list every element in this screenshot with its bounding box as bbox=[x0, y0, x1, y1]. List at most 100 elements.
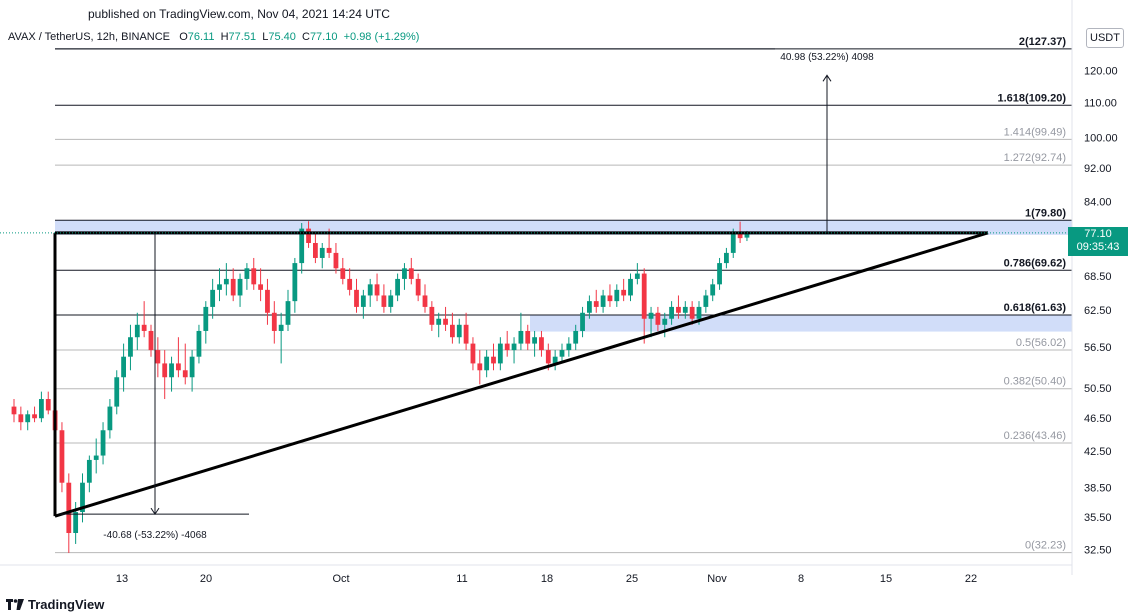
measure-up-label: 40.98 (53.22%) 4098 bbox=[780, 52, 874, 63]
candle-body bbox=[223, 278, 229, 285]
candle-body bbox=[128, 337, 133, 357]
candle-body bbox=[217, 284, 222, 290]
candle-body bbox=[381, 295, 387, 307]
candle-body bbox=[573, 330, 579, 344]
time-tick-label: 13 bbox=[116, 573, 128, 585]
candle-body bbox=[614, 289, 620, 302]
open-value: 76.11 bbox=[187, 31, 215, 43]
candle-body bbox=[511, 343, 517, 351]
time-tick-label: 8 bbox=[798, 573, 804, 585]
candle-body bbox=[134, 324, 140, 338]
measure-down-arrow bbox=[150, 507, 160, 515]
candle-body bbox=[278, 324, 284, 331]
candle-body bbox=[696, 306, 702, 319]
last-price-tag: 77.10 09:35:43 bbox=[1068, 227, 1128, 256]
candle-body bbox=[532, 337, 537, 344]
candle-body bbox=[628, 278, 633, 296]
candle-body bbox=[470, 343, 476, 364]
candle-body bbox=[155, 350, 161, 364]
candle-body bbox=[313, 242, 318, 258]
candle-body bbox=[326, 247, 332, 253]
currency-unit-button[interactable]: USDT bbox=[1086, 28, 1124, 48]
price-tick-label: 50.50 bbox=[1084, 383, 1112, 395]
price-tick-label: 56.50 bbox=[1084, 342, 1112, 354]
fib-label-6: 0.618(61.63) bbox=[1004, 302, 1067, 314]
candle-body bbox=[724, 252, 729, 264]
candle-body bbox=[45, 399, 51, 411]
candle-body bbox=[593, 301, 599, 307]
candle-body bbox=[210, 289, 216, 307]
fib-label-2: 1.414(99.49) bbox=[1004, 126, 1066, 138]
time-tick-label: 11 bbox=[456, 573, 467, 585]
candle-body bbox=[182, 370, 188, 378]
candle-body bbox=[484, 356, 490, 371]
candle-body bbox=[80, 482, 85, 513]
candle-body bbox=[634, 273, 640, 279]
time-tick-label: 20 bbox=[200, 573, 212, 585]
published-caption: published on TradingView.com, Nov 04, 20… bbox=[88, 7, 390, 21]
candle-body bbox=[347, 278, 353, 290]
pattern-drawings: -40.68 (-53.22%) -4068 40.98 (53.22%) 409… bbox=[0, 48, 1072, 541]
last-price-value: 77.10 bbox=[1084, 228, 1112, 240]
price-tick-label: 42.50 bbox=[1084, 446, 1112, 458]
fib-level-lines bbox=[55, 48, 1072, 554]
candle-body bbox=[169, 363, 174, 378]
candle-body bbox=[176, 363, 181, 371]
candle-body bbox=[360, 295, 366, 307]
ascending-trendline bbox=[54, 231, 989, 518]
candle-body bbox=[189, 356, 195, 378]
candle-body bbox=[244, 268, 250, 279]
candle-body bbox=[367, 284, 373, 296]
candle-body bbox=[11, 406, 17, 415]
candle-body bbox=[539, 337, 544, 351]
candle-body bbox=[607, 295, 613, 302]
candle-body bbox=[39, 399, 44, 419]
bar-countdown: 09:35:43 bbox=[1076, 241, 1120, 253]
candle-body bbox=[662, 318, 668, 325]
price-tick-label: 62.50 bbox=[1084, 305, 1112, 317]
candle-body bbox=[443, 318, 448, 325]
price-tick-label: 92.00 bbox=[1084, 163, 1112, 175]
candle-body bbox=[504, 343, 510, 351]
candle-body bbox=[676, 306, 681, 313]
candle-body bbox=[710, 284, 716, 296]
candle-body bbox=[271, 312, 277, 331]
price-tick-label: 32.50 bbox=[1084, 545, 1112, 557]
candle-body bbox=[580, 312, 585, 331]
candle-body bbox=[717, 263, 722, 285]
candle-body bbox=[641, 273, 647, 319]
candle-body bbox=[600, 295, 606, 307]
change-value: +0.98 (+1.29%) bbox=[343, 31, 420, 43]
measure-up-arrow bbox=[822, 74, 832, 82]
candle-body bbox=[374, 284, 380, 296]
candle-body bbox=[703, 295, 709, 307]
candle-body bbox=[237, 278, 243, 296]
candle-body bbox=[25, 414, 31, 423]
candle-body bbox=[230, 278, 236, 296]
candle-body bbox=[203, 306, 209, 331]
fib-level-labels: 2(127.37) 1.618(109.20) 1.414(99.49) 1.272(… bbox=[998, 36, 1067, 552]
candle-body bbox=[497, 343, 503, 364]
price-tick-label: 38.50 bbox=[1084, 482, 1112, 494]
candle-body bbox=[566, 343, 572, 351]
candle-body bbox=[429, 306, 435, 325]
candle-body bbox=[86, 459, 92, 483]
fib-label-4: 1(79.80) bbox=[1025, 207, 1066, 219]
candle-body bbox=[66, 482, 72, 534]
high-value: 77.51 bbox=[228, 31, 257, 43]
candle-body bbox=[319, 247, 325, 258]
candle-body bbox=[559, 350, 565, 357]
high-label: H bbox=[220, 31, 229, 43]
candle-body bbox=[299, 228, 305, 264]
fib-label-5: 0.786(69.62) bbox=[1004, 257, 1067, 269]
measure-down-label: -40.68 (-53.22%) -4068 bbox=[103, 530, 207, 541]
candle-body bbox=[744, 232, 750, 238]
tradingview-logo[interactable]: TradingView bbox=[6, 597, 104, 612]
candle-body bbox=[121, 356, 126, 378]
tradingview-logo-icon bbox=[6, 599, 24, 610]
price-tick-label: 68.50 bbox=[1084, 271, 1112, 283]
candle-body bbox=[737, 233, 743, 239]
candle-body bbox=[669, 306, 674, 319]
time-tick-label: Oct bbox=[332, 573, 349, 585]
